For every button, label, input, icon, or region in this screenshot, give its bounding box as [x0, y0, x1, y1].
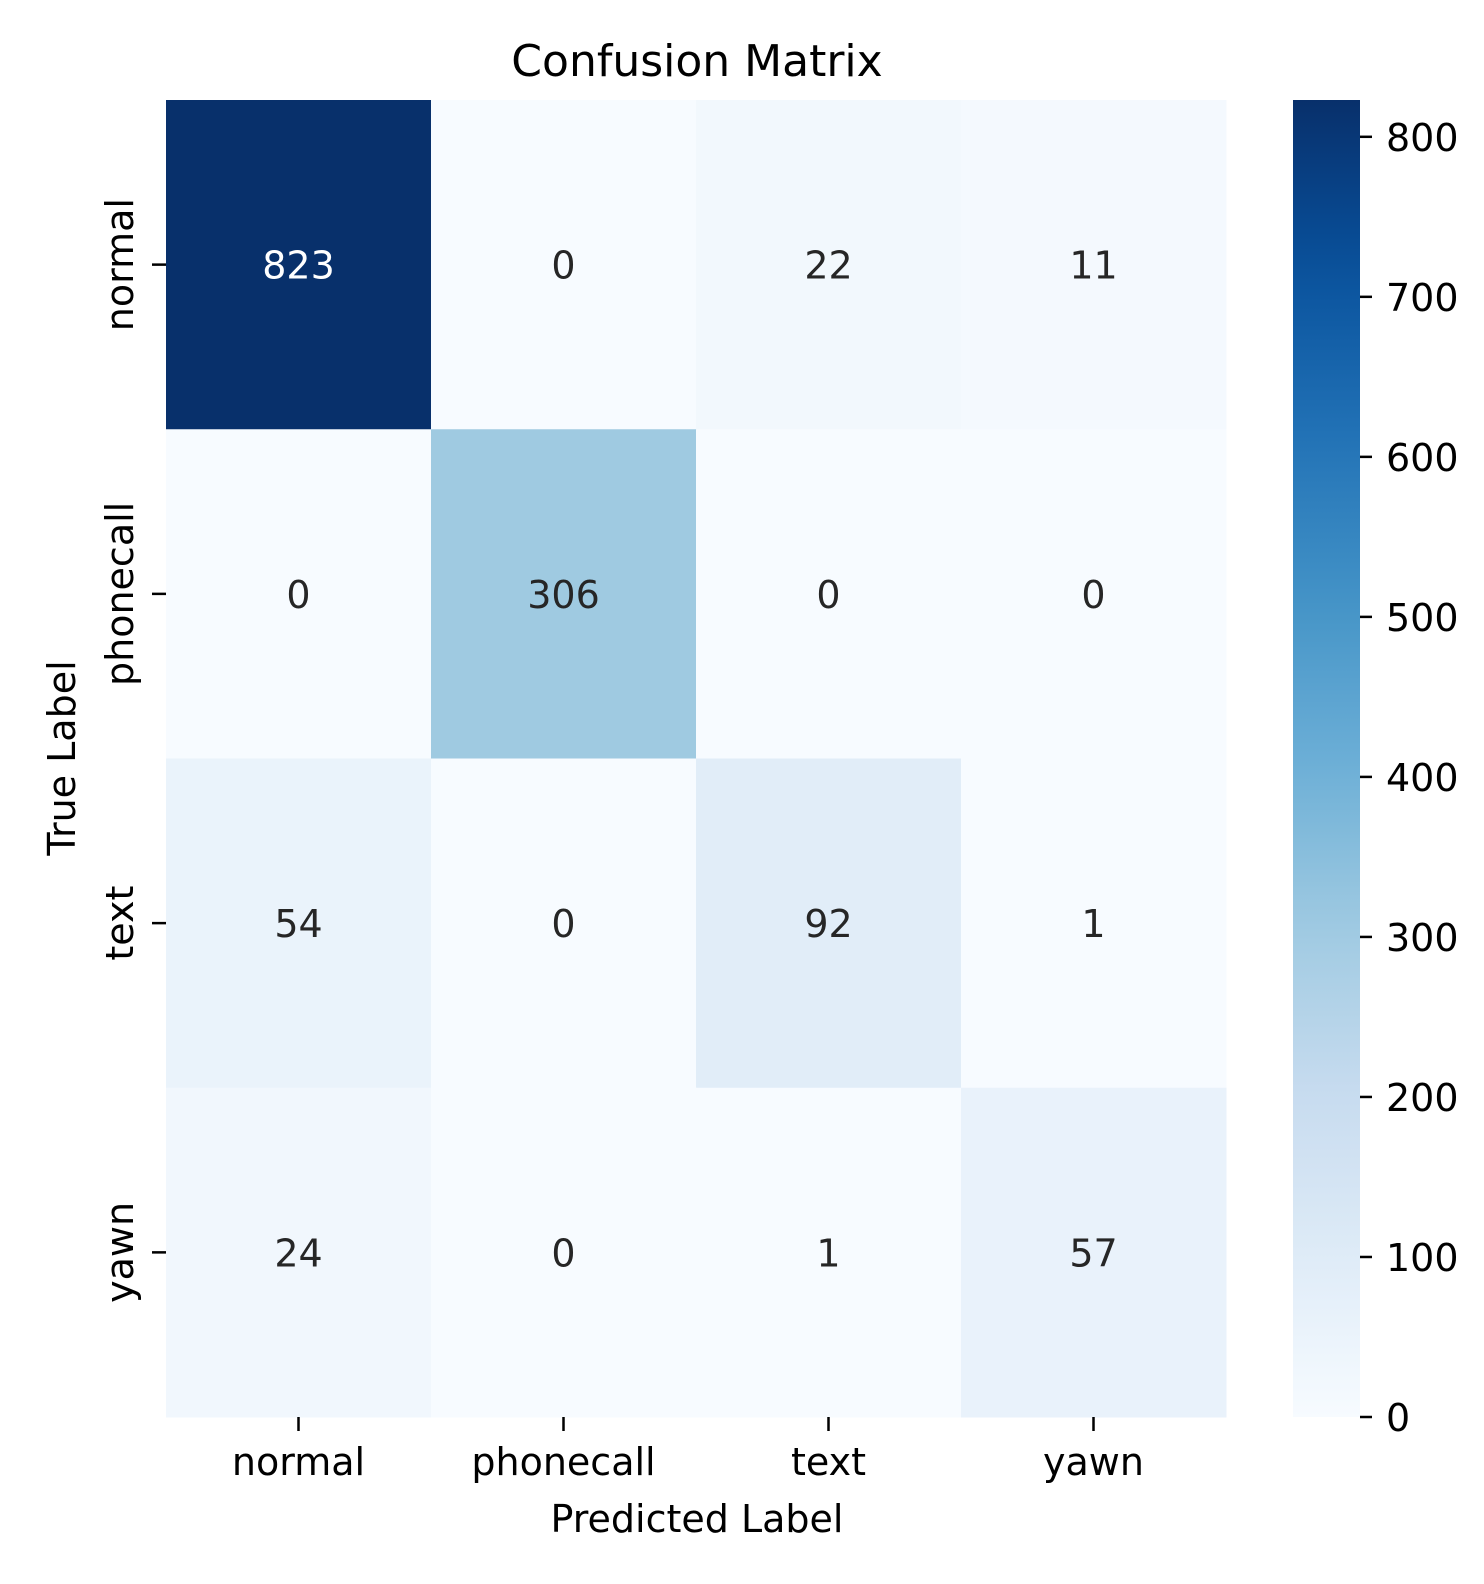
- cell-value-label: 1: [816, 1231, 840, 1275]
- colorbar-gradient: [1293, 100, 1360, 1417]
- heatmap-cell: [166, 429, 432, 759]
- y-tick-label: normal: [98, 198, 142, 331]
- colorbar-tick-label: 200: [1386, 1076, 1459, 1120]
- colorbar: 0 100 200 300 400 500 600 700 800: [1293, 100, 1459, 1440]
- cell-value-label: 0: [1081, 573, 1105, 617]
- heatmap-cell: [696, 758, 962, 1089]
- cell-value-label: 0: [816, 573, 840, 617]
- heatmap-cells: [166, 100, 1227, 1418]
- cell-annotations: 823 0 22 11 0 306 0 0 54 0 92 1 24 0 1 57: [262, 244, 1117, 1276]
- colorbar-tick-label: 400: [1386, 756, 1459, 800]
- heatmap-cell: [166, 100, 432, 430]
- cell-value-label: 54: [274, 902, 322, 946]
- cell-value-label: 57: [1069, 1231, 1117, 1275]
- colorbar-tick-label: 500: [1386, 596, 1459, 640]
- cell-value-label: 22: [804, 244, 852, 288]
- colorbar-tick-label: 800: [1386, 116, 1459, 160]
- y-tick-label: phonecall: [98, 502, 142, 686]
- cell-value-label: 92: [804, 902, 852, 946]
- y-axis: normal phonecall text yawn: [98, 198, 166, 1303]
- heatmap-cell: [166, 758, 432, 1089]
- heatmap-cell: [961, 1087, 1227, 1418]
- cell-value-label: 0: [551, 1231, 575, 1275]
- heatmap-cell: [961, 758, 1227, 1089]
- cell-value-label: 1: [1081, 902, 1105, 946]
- y-axis-label: True Label: [40, 660, 84, 856]
- cell-value-label: 306: [527, 573, 600, 617]
- chart-title: Confusion Matrix: [511, 36, 882, 87]
- x-tick-label: text: [791, 1440, 866, 1484]
- cell-value-label: 0: [551, 902, 575, 946]
- cell-value-label: 0: [551, 244, 575, 288]
- heatmap-cell: [431, 1087, 697, 1418]
- colorbar-tick-label: 600: [1386, 436, 1459, 480]
- heatmap-cell: [431, 429, 697, 759]
- x-axis: normal phonecall text yawn: [232, 1417, 1144, 1484]
- colorbar-tick-label: 0: [1386, 1396, 1410, 1440]
- x-axis-label: Predicted Label: [551, 1497, 844, 1541]
- cell-value-label: 0: [286, 573, 310, 617]
- heatmap-cell: [961, 429, 1227, 759]
- x-tick-label: phonecall: [471, 1440, 655, 1484]
- heatmap-cell: [166, 1087, 432, 1418]
- heatmap-cell: [696, 100, 962, 430]
- x-tick-label: normal: [232, 1440, 365, 1484]
- y-tick-label: yawn: [98, 1202, 142, 1303]
- heatmap-cell: [431, 100, 697, 430]
- heatmap-cell: [431, 758, 697, 1089]
- heatmap-cell: [696, 1087, 962, 1418]
- y-tick-label: text: [98, 886, 142, 961]
- heatmap-cell: [961, 100, 1227, 430]
- cell-value-label: 24: [274, 1231, 322, 1275]
- cell-value-label: 823: [262, 244, 335, 288]
- x-tick-label: yawn: [1043, 1440, 1144, 1484]
- colorbar-tick-label: 300: [1386, 916, 1459, 960]
- heatmap-cell: [696, 429, 962, 759]
- colorbar-tick-label: 100: [1386, 1236, 1459, 1280]
- colorbar-tick-label: 700: [1386, 276, 1459, 320]
- cell-value-label: 11: [1069, 244, 1117, 288]
